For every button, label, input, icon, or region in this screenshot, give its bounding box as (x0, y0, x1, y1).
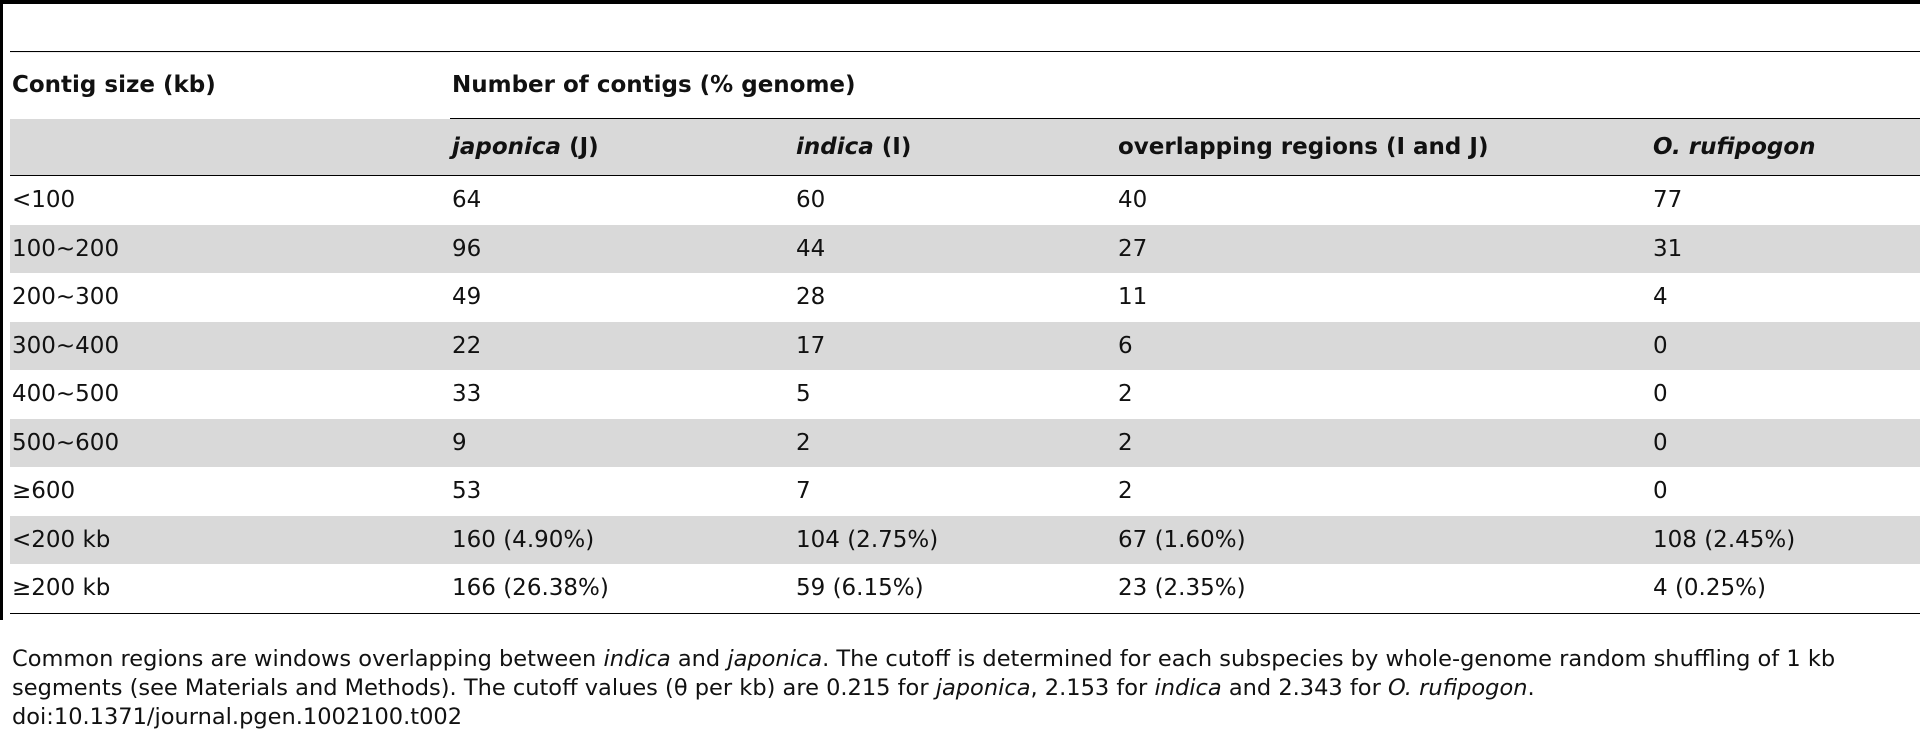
row-label: 500~600 (10, 418, 450, 467)
table-cell: 0 (1651, 418, 1920, 467)
column-header-italic: indica (796, 134, 874, 160)
footnote-line-1: Common regions are windows overlapping b… (12, 645, 1917, 674)
top-rule (0, 0, 1920, 4)
table-cell: 2 (794, 418, 1116, 467)
row-label: <200 kb (10, 515, 450, 564)
table-cell: 2 (1118, 478, 1133, 505)
row-label: 400~500 (12, 381, 120, 408)
table-cell: 59 (6.15%) (794, 564, 1116, 614)
table-cell: 5 (796, 381, 811, 408)
column-header-italic: O. rufipogon (1653, 134, 1816, 160)
group-header: Number of contigs (% genome) (450, 51, 1920, 119)
footnote-italic: O. rufipogon (1387, 675, 1528, 701)
table-row: ≥600 53 7 2 0 (10, 467, 1920, 516)
row-label: 200~300 (12, 284, 120, 311)
column-header-rest: overlapping regions (I and J) (1118, 134, 1489, 160)
column-header-japonica: japonica (J) (450, 118, 794, 176)
table-cell: 0 (1651, 321, 1920, 370)
row-label: 100~200 (10, 224, 450, 273)
table-row: ≥200 kb 166 (26.38%) 59 (6.15%) 23 (2.35%) 4… (10, 564, 1920, 614)
column-header-rest: (J) (561, 134, 599, 160)
row-label-header-text: Contig size (kb) (12, 71, 216, 98)
footnote-text: Common regions are windows overlapping b… (12, 646, 604, 672)
table-cell: 77 (1653, 187, 1683, 214)
footnote-italic: indica (603, 646, 671, 672)
table-cell: 28 (796, 284, 826, 311)
table-cell: 2 (1118, 381, 1133, 408)
table-cell: 23 (2.35%) (1116, 564, 1651, 614)
table-cell: 9 (450, 418, 794, 467)
row-label: ≥200 kb (10, 564, 450, 614)
table-cell: 49 (452, 284, 482, 311)
table-cell: 160 (4.90%) (450, 515, 794, 564)
table-cell: 6 (1116, 321, 1651, 370)
table-row: 200~300 49 28 11 4 (10, 273, 1920, 322)
table-row: <100 64 60 40 77 (10, 176, 1920, 225)
table-cell: 17 (794, 321, 1116, 370)
table-cell: 2 (1116, 418, 1651, 467)
table-row: 100~200 96 44 27 31 (10, 224, 1920, 273)
header-row-group: Contig size (kb) Number of contigs (% ge… (10, 51, 1920, 176)
table-cell: 4 (0.25%) (1651, 564, 1920, 614)
table-cell: 108 (2.45%) (1651, 515, 1920, 564)
footnote-line-2: segments (see Materials and Methods). Th… (12, 674, 1917, 703)
table-cell: 11 (1118, 284, 1148, 311)
table-row: <200 kb 160 (4.90%) 104 (2.75%) 67 (1.60%) 1… (10, 515, 1920, 564)
table-row: 300~400 22 17 6 0 (10, 321, 1920, 370)
table-cell: 44 (794, 224, 1116, 273)
table-body: <100 64 60 40 77 100~200 96 44 27 31 200~300 49 28 11… (10, 176, 1920, 614)
table-cell: 0 (1653, 381, 1668, 408)
column-header-italic: japonica (452, 134, 562, 160)
footnote-italic: indica (1154, 675, 1222, 701)
table-cell: 33 (452, 381, 482, 408)
column-header-overlapping: overlapping regions (I and J) (1116, 118, 1651, 176)
table-cell: 22 (450, 321, 794, 370)
footnote-italic: japonica (727, 646, 823, 672)
footnote-text: , 2.153 for (1030, 675, 1155, 701)
row-label: <100 (12, 187, 76, 214)
table-cell: 53 (452, 478, 482, 505)
table-cell: 27 (1116, 224, 1651, 273)
row-label: 300~400 (10, 321, 450, 370)
table-container: Contig size (kb) Number of contigs (% ge… (10, 51, 1920, 614)
table-cell: 67 (1.60%) (1116, 515, 1651, 564)
table-cell: 31 (1651, 224, 1920, 273)
table-cell: 64 (452, 187, 482, 214)
column-header-rufipogon: O. rufipogon (1651, 118, 1920, 176)
table-cell: 0 (1653, 478, 1668, 505)
table-footnote: Common regions are windows overlapping b… (12, 645, 1917, 732)
table-cell: 60 (796, 187, 826, 214)
table-row: 500~600 9 2 2 0 (10, 418, 1920, 467)
footnote-italic: japonica (935, 675, 1031, 701)
column-header-rest: (I) (873, 134, 912, 160)
table-cell: 7 (796, 478, 811, 505)
row-label: ≥600 (12, 478, 76, 505)
footnote-text: . (1527, 675, 1535, 701)
table-cell: 166 (26.38%) (450, 564, 794, 614)
left-rule (0, 0, 3, 620)
header-row-columns: japonica (J) indica (I) overlapping regi… (10, 118, 1920, 176)
contig-table: Contig size (kb) Number of contigs (% ge… (10, 51, 1920, 614)
footnote-text: and 2.343 for (1221, 675, 1388, 701)
table-cell: 104 (2.75%) (794, 515, 1116, 564)
footnote-text: and (670, 646, 728, 672)
footnote-text: . The cutoff is determined for each subs… (822, 646, 1836, 672)
table-row: 400~500 33 5 2 0 (10, 370, 1920, 419)
row-label-header: Contig size (kb) (10, 51, 450, 176)
table-cell: 40 (1118, 187, 1148, 214)
doi-line[interactable]: doi:10.1371/journal.pgen.1002100.t002 (12, 704, 463, 730)
column-header-indica: indica (I) (794, 118, 1116, 176)
table-cell: 4 (1653, 284, 1668, 311)
footnote-text: segments (see Materials and Methods). Th… (12, 675, 936, 701)
table-cell: 96 (450, 224, 794, 273)
